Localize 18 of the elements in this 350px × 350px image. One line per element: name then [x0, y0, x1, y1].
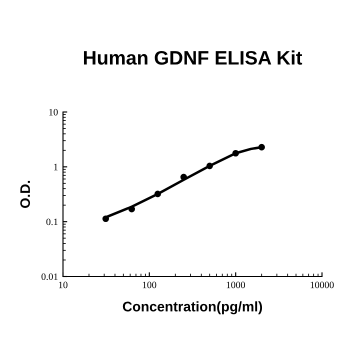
x-axis-title: Concentration(pg/ml)	[122, 301, 262, 314]
point	[128, 206, 136, 212]
point	[102, 215, 110, 222]
y-axis-title: O.D.	[20, 180, 30, 208]
point	[258, 144, 265, 150]
point	[180, 174, 187, 180]
y-tick-label: 0.1	[46, 218, 58, 226]
chart-title: Human GDNF ELISA Kit	[84, 50, 302, 65]
x-tick-label: 10	[58, 282, 68, 288]
y-tick-label: 10	[49, 108, 58, 116]
x-tick-label: 100	[142, 282, 156, 288]
point	[232, 150, 239, 157]
point	[206, 162, 213, 170]
point	[154, 190, 161, 198]
x-tick-label: 10000	[310, 282, 334, 288]
y-tick-label: 1	[54, 164, 58, 170]
y-tick-label: 0.01	[41, 273, 58, 280]
x-tick-label: 1000	[226, 282, 246, 288]
